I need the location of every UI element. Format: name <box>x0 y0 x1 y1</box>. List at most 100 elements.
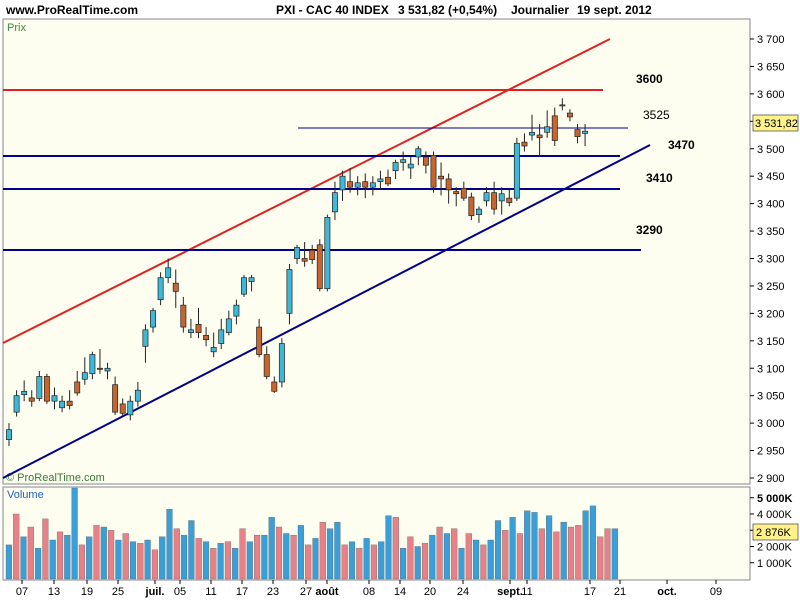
candle-body <box>21 390 28 395</box>
volume-bar <box>305 544 312 580</box>
volume-bar <box>64 534 71 580</box>
candle-body <box>104 367 111 372</box>
volume-bar <box>78 544 85 580</box>
volume-bar <box>151 549 158 580</box>
candle-body <box>89 354 96 375</box>
candle-body <box>241 277 247 295</box>
volume-bar <box>5 544 12 580</box>
candle-body <box>536 134 543 139</box>
candle-body <box>422 156 429 166</box>
date-tick-label: 07 <box>16 586 28 598</box>
instrument-label: PXI - CAC 40 INDEX <box>276 3 389 17</box>
volume-bar <box>414 546 421 580</box>
volume-tick-label: 4 000K <box>757 509 793 521</box>
candle-body <box>203 334 210 341</box>
volume-bar <box>400 547 407 580</box>
volume-bar <box>465 533 472 580</box>
volume-bar <box>217 543 224 580</box>
date-tick-label: 08 <box>363 586 375 598</box>
candle-body <box>51 395 58 402</box>
candle-body <box>460 187 467 199</box>
candle-body <box>294 247 300 259</box>
volume-bar <box>100 526 107 580</box>
volume-bar <box>56 531 64 580</box>
candle-body <box>574 129 581 138</box>
volume-bar <box>436 526 443 580</box>
price-tick-label: 2 900 <box>757 473 785 485</box>
volume-bar <box>421 543 429 580</box>
volume-bar <box>334 521 341 580</box>
candle-body <box>165 267 172 279</box>
candle-body <box>6 429 12 440</box>
candle-body <box>172 282 179 292</box>
candle-body <box>377 178 384 183</box>
candle-body <box>13 395 20 413</box>
volume-bar <box>509 517 516 580</box>
candle-body <box>331 192 338 213</box>
price-tick-label: 3 050 <box>757 391 785 403</box>
volume-bar <box>86 536 93 580</box>
price-tag-box <box>752 114 799 132</box>
volume-bar <box>480 544 487 580</box>
volume-bar <box>553 531 560 580</box>
candle-body <box>468 196 475 217</box>
level-labels: 3600 3525 3470 3410 3290 <box>636 72 695 237</box>
volume-bar <box>451 528 458 580</box>
price-tick-label: 3 450 <box>757 171 785 183</box>
volume-bar <box>166 508 173 580</box>
price-tick-label: 3 500 <box>757 144 785 156</box>
candle-body <box>112 384 119 413</box>
candle-body <box>385 176 391 185</box>
price-tick-label: 3 000 <box>757 418 785 430</box>
price-panel-label: Prix <box>7 22 26 34</box>
volume-bar <box>385 515 392 580</box>
header: www.ProRealTime.com PXI - CAC 40 INDEX 3… <box>5 3 652 17</box>
volume-bar <box>502 530 509 580</box>
candle-body <box>354 182 361 188</box>
volume-bars <box>5 487 618 580</box>
volume-tick-label: 2 000K <box>757 542 793 554</box>
volume-bar <box>341 544 348 580</box>
volume-bar <box>604 528 611 580</box>
candle-body <box>551 115 558 141</box>
date-tick-label: 19 <box>81 586 93 598</box>
volume-bar <box>108 530 115 580</box>
candle-body <box>347 181 354 188</box>
candle-body <box>43 376 50 402</box>
date-tick-label: 11 <box>205 586 216 598</box>
candle-body <box>339 175 346 191</box>
volume-bar <box>261 534 268 580</box>
volume-bar <box>611 528 618 580</box>
candle-body <box>263 354 270 377</box>
volume-bar <box>363 538 370 580</box>
candle-body <box>559 104 566 107</box>
blue-trend-line <box>2 144 651 479</box>
volume-bar <box>93 525 100 580</box>
volume-bar <box>567 526 575 580</box>
volume-bar <box>144 539 151 580</box>
price-change-label: 3 531,82 (+0,54%) <box>398 3 497 17</box>
volume-bar <box>283 533 290 580</box>
candle-body <box>74 381 81 394</box>
volume-bar <box>597 536 604 580</box>
volume-tag-box <box>752 523 799 541</box>
candle-body <box>157 277 164 301</box>
volume-bar <box>49 539 56 580</box>
candle-body <box>566 112 573 118</box>
candle-body <box>582 130 589 134</box>
volume-bar <box>312 538 319 580</box>
site-label[interactable]: www.ProRealTime.com <box>5 3 138 17</box>
candle-body <box>392 162 399 172</box>
price-axis: 2 900 2 950 3 000 3 050 3 100 3 150 3 200 3 250… <box>750 34 785 485</box>
volume-tick-label: 5 000K <box>757 493 793 505</box>
date-tick-label: 05 <box>174 586 186 598</box>
date-tick-label: 25 <box>112 586 124 598</box>
level-label-3600: 3600 <box>636 72 663 86</box>
candle-body <box>483 192 490 202</box>
candle-body <box>180 304 187 328</box>
candle-body <box>324 216 331 290</box>
volume-panel-label: Volume <box>7 489 44 501</box>
volume-bar <box>181 534 188 580</box>
volume-bar <box>239 528 246 580</box>
candle-body <box>150 310 156 328</box>
